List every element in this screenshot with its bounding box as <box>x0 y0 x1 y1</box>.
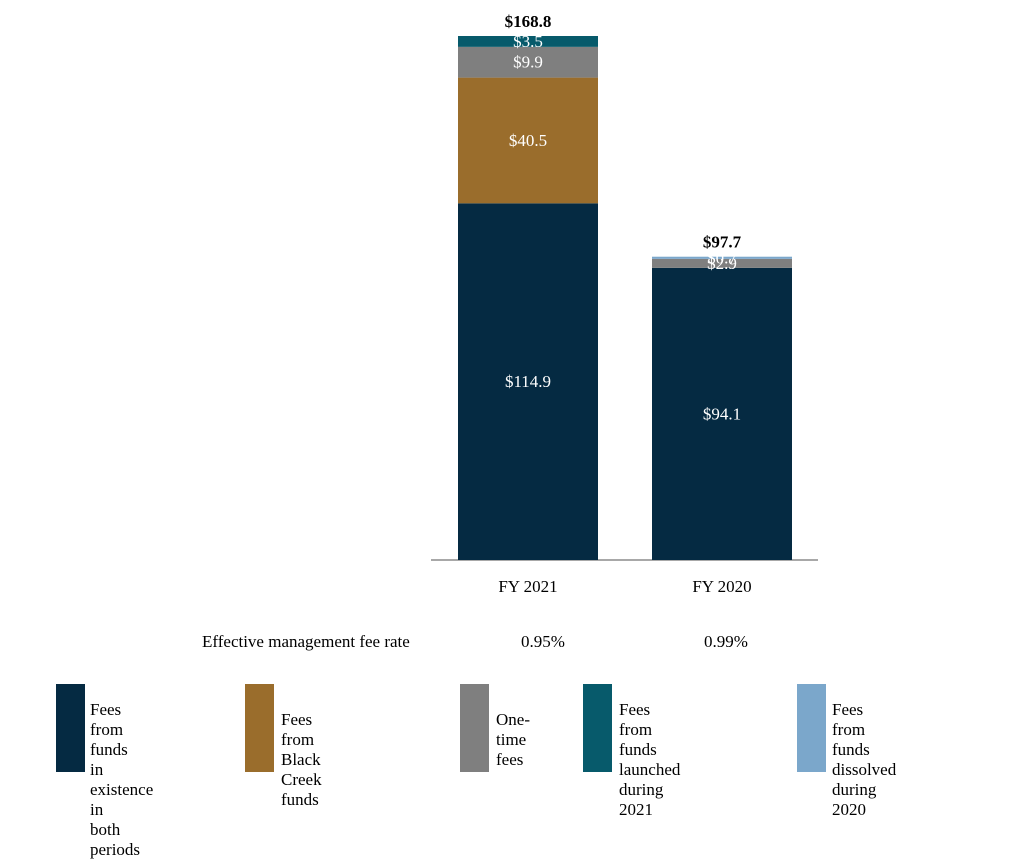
bar-total-label: $97.7 <box>703 233 742 252</box>
legend-label: Fees from funds dissolved during 2020 <box>832 700 897 819</box>
bar-segment <box>458 46 598 78</box>
fee-rate-label: Effective management fee rate <box>202 632 410 651</box>
bar-segment-label: $9.9 <box>513 53 543 72</box>
bar-segment <box>652 267 792 560</box>
chart-legend: Fees from funds in existence in both perio… <box>0 684 1013 859</box>
bar-segment <box>458 36 598 47</box>
legend-swatch <box>56 684 85 772</box>
legend-swatch <box>583 684 612 772</box>
legend-swatch <box>245 684 274 772</box>
bar-segment-label: $3.5 <box>513 32 543 51</box>
fee-rate-row: Effective management fee rate 0.95% 0.99… <box>0 632 1013 656</box>
legend-label: Fees from funds in existence in both perio… <box>90 700 154 859</box>
bar-total-label: $168.8 <box>505 12 552 31</box>
bar-segment-label: $94.1 <box>703 404 741 423</box>
bar-segment-label: $40.5 <box>509 131 547 150</box>
bar-segment <box>652 256 792 259</box>
legend-label: One-time fees <box>496 710 530 769</box>
legend-swatch <box>460 684 489 772</box>
stacked-bar-chart: $114.9$40.5$9.9$3.5$168.8FY 2021$94.1$2.… <box>431 12 818 596</box>
legend-label: Fees from funds launched during 2021 <box>619 700 681 819</box>
fee-rate-fy2020: 0.99% <box>704 632 748 651</box>
x-tick-label: FY 2020 <box>692 577 751 596</box>
legend-label: Fees from Black Creek funds <box>281 710 322 809</box>
bar-segment-label: $0.7 <box>707 248 737 267</box>
bar-segment-label: $114.9 <box>505 372 551 391</box>
fee-rate-fy2021: 0.95% <box>521 632 565 651</box>
legend-swatch <box>797 684 826 772</box>
bar-segment <box>652 258 792 268</box>
bar-segment <box>458 203 598 560</box>
bar-segment <box>458 77 598 204</box>
x-tick-label: FY 2021 <box>498 577 557 596</box>
